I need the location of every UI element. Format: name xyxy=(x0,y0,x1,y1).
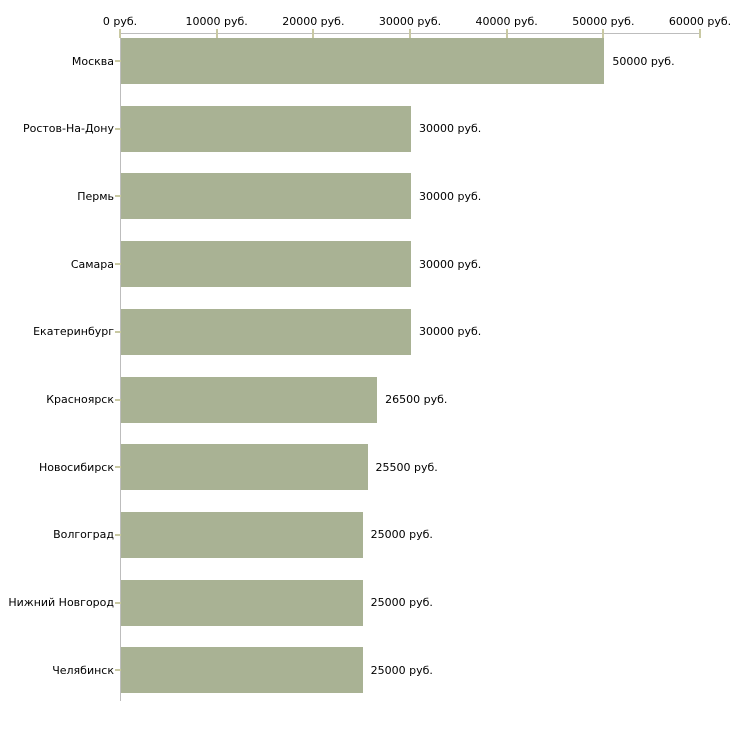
x-axis-tick-mark xyxy=(699,29,701,38)
x-axis-tick-mark xyxy=(505,29,508,38)
y-axis-tick-mark xyxy=(115,127,121,130)
x-axis-tick-label: 10000 руб. xyxy=(185,15,248,28)
bar-value-label: 50000 руб. xyxy=(612,54,675,68)
x-axis-tick-mark xyxy=(312,29,315,38)
y-axis-tick-mark xyxy=(115,669,121,672)
y-axis-tick-mark xyxy=(115,195,121,198)
bar-value-label: 30000 руб. xyxy=(419,189,482,203)
bar-value-label: 25500 руб. xyxy=(375,460,438,474)
x-axis-tick-label: 40000 руб. xyxy=(475,15,538,28)
x-axis-tick-mark xyxy=(602,29,605,38)
y-axis-tick-mark xyxy=(115,533,121,536)
y-axis-line xyxy=(120,33,121,701)
category-label: Самара xyxy=(70,257,114,271)
category-label: Екатеринбург xyxy=(33,325,114,339)
bar-value-label: 30000 руб. xyxy=(419,122,482,136)
y-axis-tick-mark xyxy=(115,330,121,333)
category-label: Ростов-На-Дону xyxy=(22,122,114,136)
y-axis-tick-mark xyxy=(115,398,121,401)
x-axis-tick-label: 0 руб. xyxy=(102,15,138,28)
category-label: Москва xyxy=(71,54,114,68)
bar-8 xyxy=(121,511,363,558)
x-axis-tick-label: 60000 руб. xyxy=(668,15,730,28)
category-label: Новосибирск xyxy=(38,460,114,474)
x-axis-tick-mark xyxy=(119,29,121,38)
category-label: Волгоград xyxy=(53,528,114,542)
category-label: Пермь xyxy=(77,189,114,203)
bar-3 xyxy=(121,173,411,220)
y-axis-tick-mark xyxy=(115,60,121,62)
bar-2 xyxy=(121,105,411,152)
category-label: Челябинск xyxy=(52,663,114,677)
y-axis-tick-mark xyxy=(115,601,121,604)
bar-value-label: 25000 руб. xyxy=(370,596,433,610)
bar-6 xyxy=(121,376,378,423)
bar-value-label: 30000 руб. xyxy=(419,325,482,339)
x-axis-tick-mark xyxy=(215,29,218,38)
bar-value-label: 25000 руб. xyxy=(370,528,433,542)
bar-4 xyxy=(121,241,411,288)
bar-value-label: 26500 руб. xyxy=(385,393,448,406)
y-axis-tick-mark xyxy=(115,263,121,266)
bar-10 xyxy=(121,647,363,694)
x-axis-tick-label: 50000 руб. xyxy=(572,15,635,28)
x-axis-tick-label: 30000 руб. xyxy=(378,15,442,28)
bar-7 xyxy=(121,444,368,491)
bar-5 xyxy=(121,308,411,355)
bar-1 xyxy=(121,38,605,84)
category-label: Красноярск xyxy=(46,393,114,406)
bar-9 xyxy=(121,579,363,626)
bar-value-label: 30000 руб. xyxy=(419,257,482,271)
x-axis-tick-label: 20000 руб. xyxy=(282,15,345,28)
bar-value-label: 25000 руб. xyxy=(370,663,433,677)
x-axis-tick-mark xyxy=(409,29,411,38)
category-label: Нижний Новгород xyxy=(8,596,114,610)
y-axis-tick-mark xyxy=(115,466,121,469)
